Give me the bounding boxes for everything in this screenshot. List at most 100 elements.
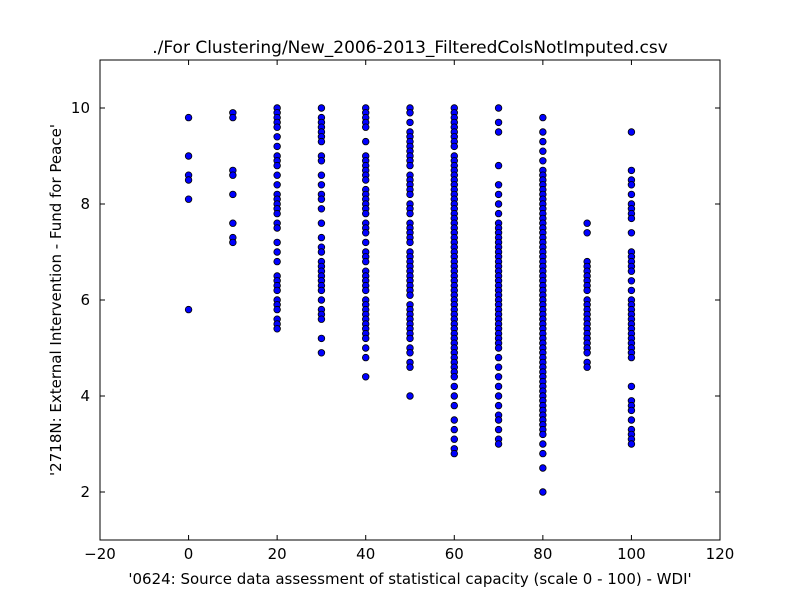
y-axis-ticks: 2 4 6 8 10 [71,99,720,501]
data-point [583,229,591,237]
data-point [494,416,503,424]
data-point [362,209,370,218]
x-tick-label: 120 [706,545,735,563]
data-point [539,113,547,122]
data-point [583,219,591,227]
data-point [539,488,547,496]
data-point [229,219,237,227]
data-point [406,238,414,247]
data-point [450,382,458,391]
data-point [627,181,636,189]
y-tick-label: 8 [80,195,90,213]
data-point [583,349,591,357]
data-point [406,363,414,371]
y-tick-label: 10 [71,99,90,117]
data-point [317,104,326,112]
data-point [539,147,547,155]
data-point [627,416,636,424]
data-point [362,238,370,247]
data-point [494,118,503,127]
data-point [539,157,547,165]
data-point [317,157,326,165]
data-point [317,296,326,304]
data-point [494,425,503,434]
data-point [450,449,458,458]
data-point [273,286,281,295]
data-point [627,277,636,285]
data-point [406,334,414,343]
data-point [494,128,503,136]
data-point [273,248,281,256]
data-point [273,257,281,266]
data-point [494,161,503,170]
data-point [627,382,636,391]
data-point [583,363,591,371]
data-point [539,440,547,448]
data-point [450,425,458,434]
data-point [184,195,193,203]
data-point [406,190,414,199]
data-point [406,118,414,127]
data-point [450,142,458,151]
y-tick-label: 2 [80,483,90,501]
data-point [362,334,370,343]
data-point [494,344,503,352]
x-tick-label: 0 [184,545,194,563]
data-point [362,176,370,184]
data-point [494,104,503,112]
data-point [494,353,503,362]
x-tick-label: 40 [356,545,375,563]
data-point [273,238,281,247]
data-point [317,219,326,227]
data-point [494,200,503,208]
data-point [494,373,503,381]
data-point [229,238,237,247]
x-tick-label: 100 [617,545,646,563]
y-tick-label: 6 [80,291,90,309]
data-point [229,171,237,179]
data-point [317,205,326,213]
data-point [627,406,636,415]
data-point [317,248,326,256]
data-point [539,137,547,146]
data-point [273,209,281,218]
data-point [184,305,193,314]
data-point [362,229,370,237]
data-point [184,113,193,122]
data-point [317,137,326,146]
data-point [627,128,636,136]
data-point [539,430,547,439]
data-point [627,166,636,175]
data-point [539,464,547,472]
data-point [450,435,458,443]
data-point [539,128,547,136]
data-point [273,123,281,131]
x-tick-label: 80 [533,545,552,563]
data-point [494,190,503,199]
data-point [406,392,414,400]
data-point [406,161,414,170]
data-point [494,181,503,189]
data-point [539,449,547,458]
data-point [317,286,326,295]
x-tick-label: 60 [445,545,464,563]
plot-frame [99,59,721,541]
y-tick-label: 4 [80,387,90,405]
data-point [184,152,193,160]
data-point [494,440,503,448]
data-point [450,416,458,424]
data-point [273,325,281,333]
data-point [627,353,636,362]
data-point [273,305,281,314]
data-point [494,363,503,371]
data-point [317,195,326,203]
data-point [406,291,414,299]
data-point [362,137,370,146]
data-point [273,133,281,141]
data-point [450,392,458,400]
data-point [229,190,237,199]
data-point [273,161,281,170]
data-point [450,401,458,410]
data-point [627,190,636,199]
